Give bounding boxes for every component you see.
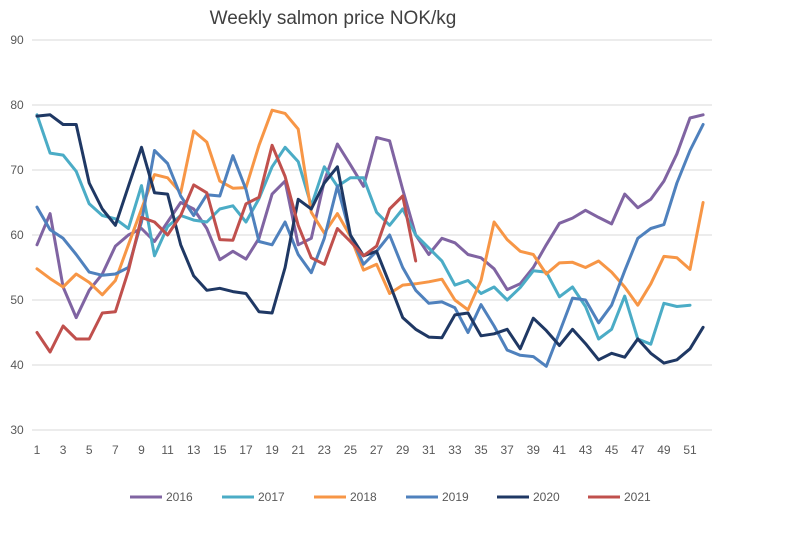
x-tick-label: 49	[657, 443, 671, 457]
legend-label-2018: 2018	[350, 490, 377, 504]
x-tick-label: 25	[344, 443, 358, 457]
x-tick-label: 51	[683, 443, 697, 457]
series-line-2016	[35, 113, 705, 320]
x-tick-label: 23	[318, 443, 332, 457]
series-line-2020	[35, 113, 705, 365]
x-tick-label: 19	[265, 443, 279, 457]
x-tick-label: 9	[138, 443, 145, 457]
y-tick-label: 40	[10, 358, 24, 372]
x-tick-label: 47	[631, 443, 645, 457]
legend-label-2016: 2016	[166, 490, 193, 504]
x-tick-label: 37	[500, 443, 514, 457]
y-tick-label: 70	[10, 163, 24, 177]
y-tick-label: 80	[10, 98, 24, 112]
legend-label-2017: 2017	[258, 490, 285, 504]
series-line-2021	[35, 143, 418, 354]
x-tick-label: 29	[396, 443, 410, 457]
legend-label-2019: 2019	[442, 490, 469, 504]
x-tick-label: 1	[34, 443, 41, 457]
series-line-2019	[35, 123, 705, 368]
x-tick-label: 45	[605, 443, 619, 457]
legend-label-2020: 2020	[533, 490, 560, 504]
series-line-2018	[35, 108, 705, 312]
x-tick-label: 3	[60, 443, 67, 457]
x-tick-label: 43	[579, 443, 593, 457]
legend-label-2021: 2021	[624, 490, 651, 504]
y-tick-label: 30	[10, 423, 24, 437]
x-tick-label: 13	[187, 443, 201, 457]
x-tick-label: 17	[239, 443, 253, 457]
y-tick-label: 60	[10, 228, 24, 242]
x-tick-label: 5	[86, 443, 93, 457]
x-tick-label: 15	[213, 443, 227, 457]
x-tick-label: 33	[448, 443, 462, 457]
x-tick-label: 7	[112, 443, 119, 457]
x-tick-label: 41	[553, 443, 567, 457]
x-tick-label: 31	[422, 443, 436, 457]
x-tick-label: 39	[527, 443, 541, 457]
x-tick-label: 35	[474, 443, 488, 457]
x-tick-label: 27	[370, 443, 384, 457]
chart-title: Weekly salmon price NOK/kg	[209, 8, 457, 29]
x-tick-label: 21	[292, 443, 306, 457]
x-tick-label: 11	[161, 443, 174, 457]
y-tick-label: 50	[10, 293, 24, 307]
y-tick-label: 90	[10, 33, 24, 47]
